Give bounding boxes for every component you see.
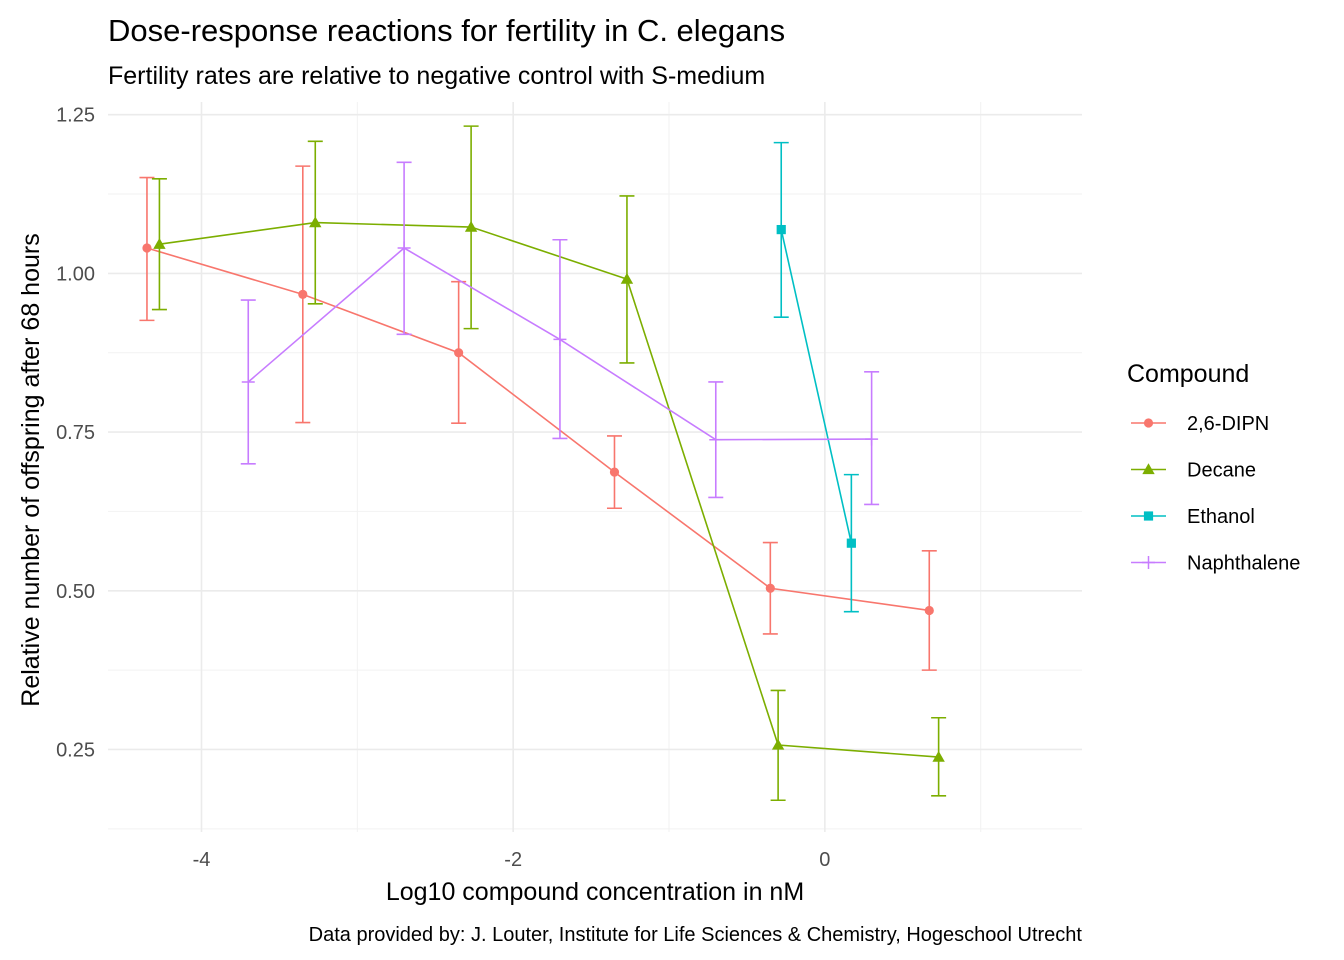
y-axis-ticks: 0.25 0.50 0.75 1.00 1.25 xyxy=(56,105,95,762)
data-point xyxy=(142,243,152,253)
legend-item-2-6-dipn: 2,6-DIPN xyxy=(1131,413,1269,435)
data-point xyxy=(846,538,856,548)
x-tick-label: -2 xyxy=(504,849,522,871)
data-point xyxy=(454,348,464,358)
series-naphthalene xyxy=(240,161,880,506)
y-tick-label: 0.25 xyxy=(56,739,95,761)
legend-label: Decane xyxy=(1187,460,1256,482)
legend: Compound 2,6-DIPN Decane Ethanol Naphthalen… xyxy=(1127,360,1300,575)
x-tick-label: 0 xyxy=(819,849,830,871)
series-line xyxy=(159,221,939,758)
data-point xyxy=(464,220,478,232)
data-point xyxy=(776,224,786,235)
series-decane xyxy=(151,125,947,802)
series-ethanol xyxy=(773,141,859,613)
data-point xyxy=(924,605,934,616)
legend-marker xyxy=(1142,556,1155,569)
x-axis-title: Log10 compound concentration in nM xyxy=(386,878,804,906)
y-tick-label: 1.00 xyxy=(56,263,95,285)
legend-item-ethanol: Ethanol xyxy=(1131,506,1255,528)
data-point xyxy=(709,433,723,447)
grid-lines xyxy=(108,102,1082,832)
series-line xyxy=(146,247,930,612)
data-point xyxy=(765,583,775,593)
data-point xyxy=(298,289,308,299)
data-point xyxy=(609,467,620,477)
x-tick-label: -4 xyxy=(193,849,211,871)
y-tick-label: 0.50 xyxy=(56,581,95,603)
series-2-6-dipn xyxy=(139,165,937,671)
series-line xyxy=(780,229,853,544)
data-point xyxy=(153,237,166,249)
y-axis-title: Relative number of offspring after 68 ho… xyxy=(17,233,45,706)
legend-label: Ethanol xyxy=(1187,506,1255,528)
data-point xyxy=(932,750,945,762)
data-point xyxy=(241,375,255,389)
chart-title: Dose-response reactions for fertility in… xyxy=(108,13,785,48)
legend-marker xyxy=(1143,511,1154,521)
data-point xyxy=(771,738,785,750)
chart-subtitle: Fertility rates are relative to negative… xyxy=(108,62,765,90)
legend-title: Compound xyxy=(1127,360,1249,388)
legend-marker xyxy=(1142,463,1155,475)
legend-label: 2,6-DIPN xyxy=(1187,413,1269,435)
legend-item-naphthalene: Naphthalene xyxy=(1131,553,1300,575)
legend-items: 2,6-DIPN Decane Ethanol Naphthalene xyxy=(1131,413,1300,575)
data-point xyxy=(865,432,879,446)
chart-caption: Data provided by: J. Louter, Institute f… xyxy=(309,924,1083,946)
y-tick-label: 0.75 xyxy=(56,422,95,444)
data-point xyxy=(553,332,567,346)
data-point xyxy=(620,272,634,284)
legend-label: Naphthalene xyxy=(1187,553,1300,575)
series-layer xyxy=(139,125,947,802)
y-tick-label: 1.25 xyxy=(56,105,95,127)
x-axis-ticks: -4 -2 0 xyxy=(193,849,831,871)
legend-marker xyxy=(1143,418,1154,428)
data-point xyxy=(397,241,411,255)
legend-item-decane: Decane xyxy=(1131,460,1256,482)
data-point xyxy=(309,216,322,228)
